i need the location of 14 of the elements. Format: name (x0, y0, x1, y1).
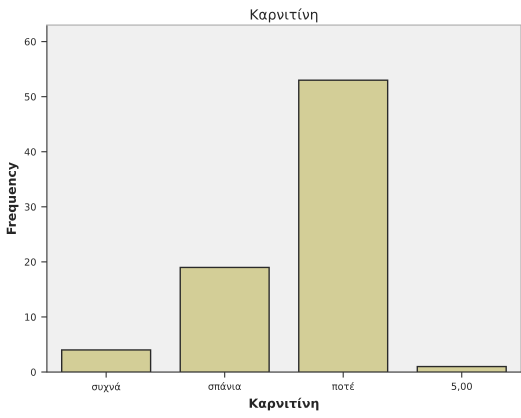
y-tick-label: 50 (24, 93, 36, 101)
chart-title: Καρνιτίνη (250, 8, 318, 22)
y-tick-label: 10 (25, 313, 36, 321)
x-tick-label: συχνά (92, 382, 120, 392)
x-tick-label: 5,00 (452, 382, 472, 391)
y-tick-label: 20 (24, 258, 36, 266)
x-axis-title: Καρνιτίνη (250, 398, 318, 410)
y-axis-title: Frequency (6, 162, 19, 234)
y-tick-label: 0 (30, 368, 36, 376)
y-tick-label: 40 (24, 148, 36, 156)
x-tick-label: σπάνια (208, 382, 241, 390)
y-tick-label: 60 (24, 38, 36, 46)
x-tick-label: ποτέ (332, 382, 354, 390)
y-tick-label: 30 (24, 203, 36, 211)
